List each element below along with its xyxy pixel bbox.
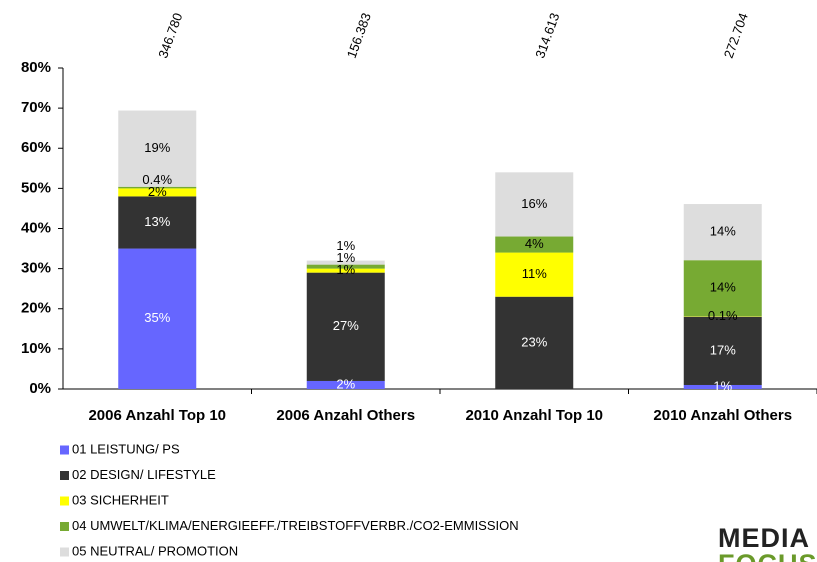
total-label: 346.780 (155, 11, 185, 60)
legend-label: 02 DESIGN/ LIFESTYLE (72, 467, 216, 482)
bar-segment (306, 272, 385, 381)
data-label: 35% (144, 310, 170, 325)
data-label: 23% (521, 334, 547, 349)
data-label: 14% (710, 224, 736, 239)
data-label: 4% (525, 236, 544, 251)
bar-segment (118, 186, 197, 189)
data-label: 13% (144, 214, 170, 229)
y-tick-label: 80% (21, 59, 51, 76)
data-label: 11% (522, 266, 547, 281)
bar-segment (495, 296, 574, 389)
bar-segment (683, 204, 762, 261)
y-tick-label: 10% (21, 340, 51, 357)
bar-segment (306, 260, 385, 265)
data-label: 2% (336, 376, 355, 391)
bar-segment (683, 260, 762, 317)
bar-segment (118, 110, 197, 187)
legend-label: 01 LEISTUNG/ PS (72, 441, 180, 456)
bar-segment (683, 316, 762, 385)
bar-segment (306, 380, 385, 389)
bar-segment (118, 248, 197, 389)
y-tick-label: 60% (21, 139, 51, 156)
y-tick-label: 20% (21, 300, 51, 317)
x-tick-label: 2010 Anzahl Top 10 (465, 407, 603, 424)
legend-label: 05 NEUTRAL/ PROMOTION (72, 543, 238, 558)
legend-swatch (60, 471, 69, 480)
x-tick-label: 2006 Anzahl Top 10 (88, 407, 226, 424)
y-tick-label: 30% (21, 260, 51, 277)
data-label: 2% (148, 184, 167, 199)
data-label: 17% (710, 342, 736, 357)
legend-swatch (60, 522, 69, 531)
bar-segment (306, 268, 385, 273)
legend-label: 03 SICHERHEIT (72, 492, 169, 507)
data-label: 0.4% (142, 172, 172, 187)
bar-segment (118, 196, 197, 249)
logo: FOCUS (718, 549, 817, 562)
x-tick-label: 2006 Anzahl Others (276, 407, 415, 424)
data-label: 1% (336, 250, 355, 265)
logo: MEDIA (718, 523, 810, 553)
legend-swatch (60, 496, 69, 506)
bar-segment (118, 188, 197, 197)
total-label: 314.613 (532, 11, 562, 60)
x-tick-label: 2010 Anzahl Others (653, 407, 792, 424)
total-label: 272.704 (721, 11, 751, 60)
y-tick-label: 40% (21, 219, 51, 236)
data-label: 14% (710, 280, 736, 295)
bar-segment (495, 252, 574, 297)
data-label: 1% (336, 262, 355, 277)
y-tick-label: 70% (21, 99, 51, 116)
data-label: 0.1% (708, 308, 738, 323)
data-label: 19% (144, 140, 170, 155)
legend-swatch (60, 547, 69, 557)
y-tick-label: 0% (29, 380, 51, 397)
total-label: 156.383 (344, 11, 374, 60)
data-label: 1% (336, 238, 355, 253)
data-label: 1% (713, 378, 732, 393)
bar-segment (683, 384, 762, 389)
bar-segment (306, 264, 385, 269)
legend-label: 04 UMWELT/KLIMA/ENERGIEEFF./TREIBSTOFFVE… (72, 518, 519, 533)
data-label: 16% (521, 196, 547, 211)
data-label: 27% (333, 318, 359, 333)
bar-segment (495, 236, 574, 253)
y-tick-label: 50% (21, 179, 51, 196)
legend-swatch (60, 445, 69, 455)
bar-segment (495, 172, 574, 237)
